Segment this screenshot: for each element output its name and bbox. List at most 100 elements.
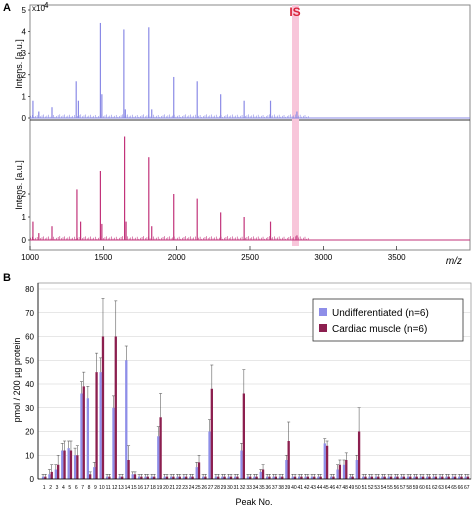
- bar-undifferentiated: [406, 476, 410, 479]
- bar-cardiac: [421, 476, 425, 479]
- bar-undifferentiated: [67, 448, 70, 479]
- panel-b-xtick-label: 38: [278, 485, 284, 491]
- bar-cardiac: [332, 476, 335, 479]
- bar-undifferentiated: [86, 398, 90, 479]
- panel-a-xtick-label: 1500: [94, 253, 112, 262]
- bar-undifferentiated: [253, 476, 256, 479]
- bar-undifferentiated: [362, 476, 365, 479]
- panel-b-xtick-label: 11: [106, 485, 111, 491]
- bar-undifferentiated: [458, 476, 461, 479]
- spectrum-top-ytick-label: 1: [22, 92, 27, 101]
- bar-cardiac: [95, 372, 98, 479]
- bar-cardiac: [466, 476, 470, 479]
- panel-b-xtick-label: 16: [137, 485, 143, 491]
- bar-cardiac: [415, 476, 418, 479]
- bar-undifferentiated: [150, 476, 154, 479]
- bar-cardiac: [364, 476, 367, 479]
- bar-undifferentiated: [413, 476, 416, 479]
- bar-undifferentiated: [105, 476, 109, 479]
- panel-b-ytick-label: 10: [25, 451, 34, 460]
- panel-b-xtick-label: 39: [285, 485, 291, 491]
- panel-b-xtick-label: 51: [362, 485, 368, 491]
- bar-cardiac: [63, 450, 66, 479]
- panel-b-label: B: [3, 272, 11, 284]
- panel-b-xtick-label: 5: [68, 485, 71, 491]
- bar-undifferentiated: [157, 436, 160, 479]
- bar-undifferentiated: [41, 476, 45, 479]
- bar-cardiac: [197, 462, 201, 479]
- bar-cardiac: [172, 476, 175, 479]
- bar-cardiac: [249, 476, 252, 479]
- panel-b-ytick-label: 40: [25, 380, 34, 389]
- bar-cardiac: [300, 476, 303, 479]
- bar-undifferentiated: [464, 476, 467, 479]
- bar-cardiac: [223, 476, 226, 479]
- bar-cardiac: [146, 476, 149, 479]
- panel-a-bottom-ylabel: Intens. [a.u.]: [14, 160, 24, 210]
- bar-undifferentiated: [432, 476, 435, 479]
- bar-cardiac: [236, 476, 239, 479]
- legend-undifferentiated: Undifferentiated (n=6): [332, 308, 429, 319]
- bar-cardiac: [185, 476, 188, 479]
- bar-cardiac: [69, 450, 73, 479]
- bar-cardiac: [389, 476, 393, 479]
- panel-b-xtick-label: 48: [342, 485, 348, 491]
- bar-cardiac: [293, 476, 297, 479]
- bar-undifferentiated: [387, 476, 390, 479]
- panel-a-exponent-power: 4: [44, 1, 49, 10]
- panel-b-xtick-label: 13: [118, 485, 124, 491]
- bar-undifferentiated: [400, 476, 403, 479]
- bar-undifferentiated: [381, 476, 384, 479]
- bar-undifferentiated: [330, 476, 333, 479]
- panel-b-xtick-label: 24: [189, 485, 195, 491]
- bar-undifferentiated: [48, 474, 51, 479]
- panel-b-xtick-label: 41: [298, 485, 304, 491]
- panel-b-xtick-label: 66: [458, 485, 464, 491]
- panel-b-ytick-label: 30: [25, 404, 34, 413]
- panel-a-xtick-label: 3500: [388, 253, 406, 262]
- panel-b-xtick-label: 56: [394, 485, 400, 491]
- panel-b-xtick-label: 45: [323, 485, 329, 491]
- bar-cardiac: [44, 476, 47, 479]
- bar-cardiac: [383, 476, 386, 479]
- panel-b-xtick-label: 10: [99, 485, 105, 491]
- panel-b-xtick-label: 9: [94, 485, 97, 491]
- bar-cardiac: [306, 476, 310, 479]
- panel-b-xtick-label: 30: [227, 485, 233, 491]
- panel-b-xtick-label: 23: [182, 485, 188, 491]
- spectrum-bottom-ytick-label: 0: [22, 236, 27, 245]
- bar-cardiac: [255, 476, 258, 479]
- bar-undifferentiated: [99, 372, 102, 479]
- spectrum-top-ytick-label: 4: [22, 28, 27, 37]
- bar-undifferentiated: [227, 476, 230, 479]
- panel-b-xtick-label: 19: [157, 485, 163, 491]
- bar-undifferentiated: [259, 471, 262, 479]
- is-band: [292, 5, 299, 246]
- bar-cardiac: [409, 476, 412, 479]
- bar-undifferentiated: [272, 476, 275, 479]
- panel-b-xtick-label: 63: [438, 485, 444, 491]
- bar-undifferentiated: [163, 476, 166, 479]
- bar-undifferentiated: [208, 431, 211, 479]
- bar-undifferentiated: [368, 476, 371, 479]
- panel-b-xtick-label: 31: [234, 485, 240, 491]
- bar-undifferentiated: [73, 455, 77, 479]
- bar-cardiac: [434, 476, 438, 479]
- bar-cardiac: [76, 455, 79, 479]
- bar-undifferentiated: [291, 476, 294, 479]
- spectrum-bottom-ytick-label: 1: [22, 213, 27, 222]
- panel-b-xtick-label: 60: [419, 485, 425, 491]
- legend-box: [312, 298, 464, 342]
- panel-a-label: A: [3, 2, 11, 14]
- bar-cardiac: [377, 476, 380, 479]
- bar-cardiac: [441, 476, 444, 479]
- panel-b-xtick-label: 8: [88, 485, 91, 491]
- panel-b-xtick-label: 26: [201, 485, 207, 491]
- bar-cardiac: [133, 474, 137, 479]
- spectrum-top-ytick-label: 0: [22, 114, 27, 123]
- panel-b-xtick-label: 22: [176, 485, 182, 491]
- bar-cardiac: [210, 388, 213, 479]
- bar-cardiac: [268, 476, 271, 479]
- bar-undifferentiated: [304, 476, 307, 479]
